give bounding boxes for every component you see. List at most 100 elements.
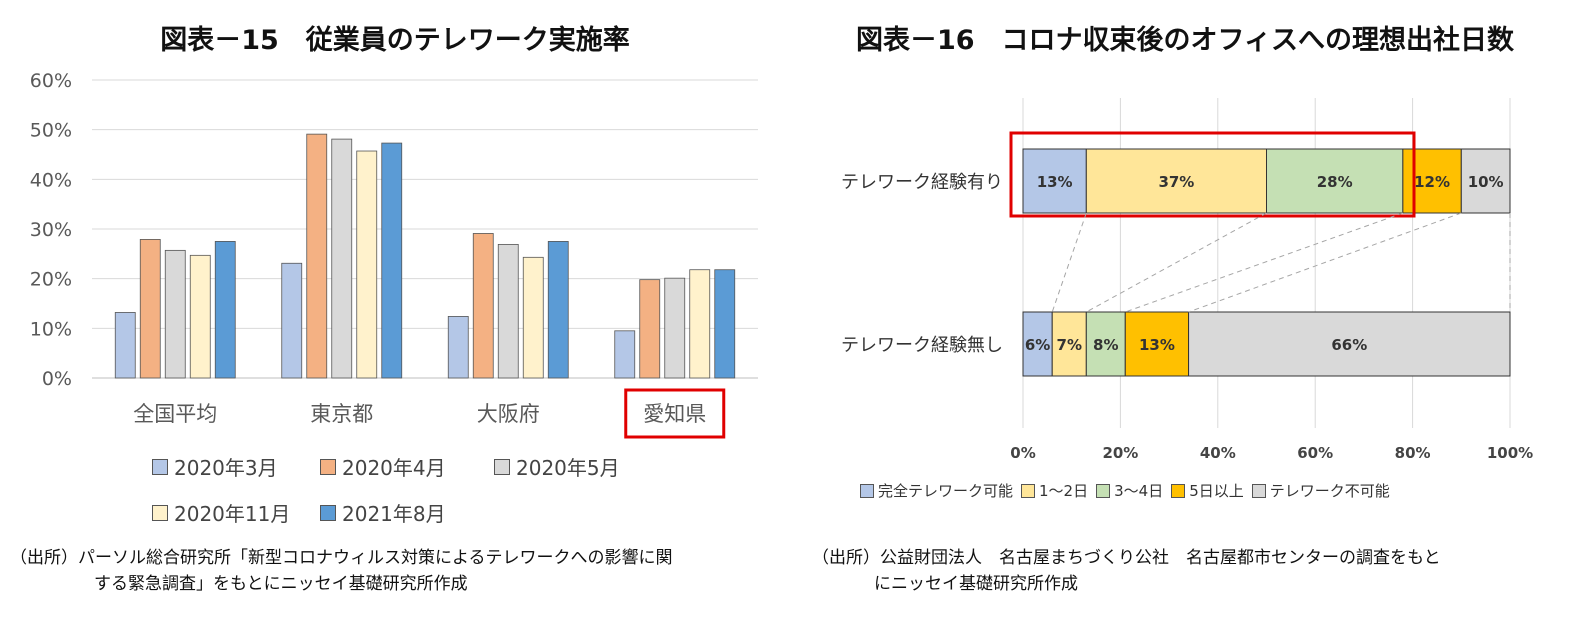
legend-label: 3～4日 xyxy=(1114,482,1164,500)
left-note-line1: （出所）パーソル総合研究所「新型コロナウィルス対策によるテレワークへの影響に関 xyxy=(10,548,673,568)
data-label: 37% xyxy=(1158,173,1194,191)
x-tick-label: 全国平均 xyxy=(133,402,217,426)
bar xyxy=(447,316,469,379)
legend-label: 2020年3月 xyxy=(174,456,278,480)
legend-swatch xyxy=(320,458,336,475)
left-chart-panel: 図表－15 従業員のテレワーク実施率 0% 10% 20% 30% 40% 50% 60% 全… xyxy=(10,25,785,597)
legend-item: 2020年5月 xyxy=(494,452,620,481)
right-chart-legend: 完全テレワーク可能 1～2日 3～4日 5日以上 テレワーク不可能 xyxy=(860,480,1398,502)
bar-segment xyxy=(1188,311,1511,377)
legend-label: 完全テレワーク可能 xyxy=(878,482,1014,500)
legend-swatch xyxy=(1171,483,1186,498)
data-label: 7% xyxy=(1057,336,1082,354)
bar xyxy=(664,277,686,379)
y-tick-label: 10% xyxy=(30,318,72,340)
data-label: 66% xyxy=(1331,336,1367,354)
legend-item: テレワーク不可能 xyxy=(1251,480,1390,501)
y-category-label: テレワーク経験無し xyxy=(841,335,1003,356)
legend-swatch xyxy=(152,504,168,521)
legend-label: 2021年8月 xyxy=(342,502,446,526)
x-tick-label: 東京都 xyxy=(310,402,373,426)
x-tick-label: 20% xyxy=(1102,444,1138,462)
y-tick-label: 50% xyxy=(30,120,72,142)
legend-item: 3～4日 xyxy=(1096,480,1163,501)
x-tick-label: 100% xyxy=(1487,444,1533,462)
y-tick-label: 60% xyxy=(30,70,72,92)
legend-label: 1～2日 xyxy=(1039,482,1089,500)
legend-swatch xyxy=(1096,483,1111,498)
legend-label: テレワーク不可能 xyxy=(1269,482,1390,500)
highlight-box xyxy=(624,388,726,439)
x-tick-label: 大阪府 xyxy=(477,402,540,426)
data-label: 13% xyxy=(1139,336,1175,354)
bar-segment xyxy=(1460,148,1511,214)
legend-item: 2020年3月 xyxy=(152,452,278,481)
right-chart-plot: 0% 20% 40% 60% 80% 100% 13% 37% 28% 12% 10% テレワーク経験… xyxy=(841,98,1533,462)
legend-swatch xyxy=(152,458,168,475)
bar-segment xyxy=(1085,148,1267,214)
bar xyxy=(714,269,736,379)
right-note-line1: （出所）公益財団法人 名古屋まちづくり公社 名古屋都市センターの調査をもと xyxy=(812,548,1441,568)
y-tick-label: 20% xyxy=(30,269,72,291)
data-label: 28% xyxy=(1317,173,1353,191)
bar xyxy=(114,312,136,379)
data-label: 13% xyxy=(1037,173,1073,191)
left-note-line2: する緊急調査」をもとにニッセイ基礎研究所作成 xyxy=(94,574,468,594)
right-source-note: （出所）公益財団法人 名古屋まちづくり公社 名古屋都市センターの調査をもと にニ… xyxy=(812,545,1572,597)
x-tick-label: 40% xyxy=(1200,444,1236,462)
legend-item: 完全テレワーク可能 xyxy=(860,480,1013,501)
legend-swatch xyxy=(860,483,874,498)
left-chart-plot: 0% 10% 20% 30% 40% 50% 60% 全国平均 東京都 大阪府 愛知県 xyxy=(30,70,758,439)
bar xyxy=(381,142,403,379)
y-category-label: テレワーク経験有り xyxy=(841,172,1003,193)
right-note-line2: にニッセイ基礎研究所作成 xyxy=(874,574,1078,594)
left-source-note: （出所）パーソル総合研究所「新型コロナウィルス対策によるテレワークへの影響に関 … xyxy=(10,545,785,597)
x-tick-label: 60% xyxy=(1297,444,1333,462)
bar-segment xyxy=(1266,148,1404,214)
connector-line xyxy=(1188,212,1462,313)
legend-label: 2020年5月 xyxy=(516,456,620,480)
y-tick-label: 0% xyxy=(42,368,72,390)
legend-label: 2020年4月 xyxy=(342,456,446,480)
connector-line xyxy=(1125,212,1404,313)
legend-item: 5日以上 xyxy=(1171,480,1244,501)
legend-swatch xyxy=(494,458,510,475)
legend-item: 1～2日 xyxy=(1021,480,1088,501)
connector-line xyxy=(1051,212,1087,313)
bar xyxy=(472,233,494,379)
right-chart-title: 図表－16 コロナ収束後のオフィスへの理想出社日数 xyxy=(855,25,1515,56)
y-tick-label: 40% xyxy=(30,169,72,191)
bar xyxy=(281,262,303,379)
bar-segment xyxy=(1022,148,1087,214)
bar-segment xyxy=(1051,311,1087,377)
bar xyxy=(614,330,636,379)
bar xyxy=(522,256,544,379)
legend-label: 2020年11月 xyxy=(174,502,291,526)
bar xyxy=(306,133,328,379)
highlight-box xyxy=(1009,131,1416,218)
data-label: 8% xyxy=(1093,336,1118,354)
bar xyxy=(139,239,161,379)
data-label: 6% xyxy=(1025,336,1050,354)
bar xyxy=(547,241,569,379)
legend-swatch xyxy=(320,504,336,521)
left-chart-title: 図表－15 従業員のテレワーク実施率 xyxy=(160,25,630,56)
x-tick-label: 80% xyxy=(1395,444,1431,462)
bar xyxy=(689,269,711,379)
bar xyxy=(214,241,236,379)
bar xyxy=(331,138,353,379)
x-tick-label: 0% xyxy=(1010,444,1035,462)
right-chart-panel: 図表－16 コロナ収束後のオフィスへの理想出社日数 0% 20% 40% 60% 80%… xyxy=(790,0,1580,627)
legend-item: 2020年11月 xyxy=(152,498,290,527)
bar xyxy=(164,249,186,379)
y-tick-label: 30% xyxy=(30,219,72,241)
bar-segment xyxy=(1085,311,1126,377)
legend-item: 2020年4月 xyxy=(320,452,446,481)
legend-item: 2021年8月 xyxy=(320,498,446,527)
legend-swatch xyxy=(1021,483,1036,498)
bar xyxy=(189,254,211,379)
bar xyxy=(356,150,378,379)
data-label: 10% xyxy=(1468,173,1504,191)
legend-swatch xyxy=(1251,483,1266,498)
connector-line xyxy=(1086,212,1267,313)
